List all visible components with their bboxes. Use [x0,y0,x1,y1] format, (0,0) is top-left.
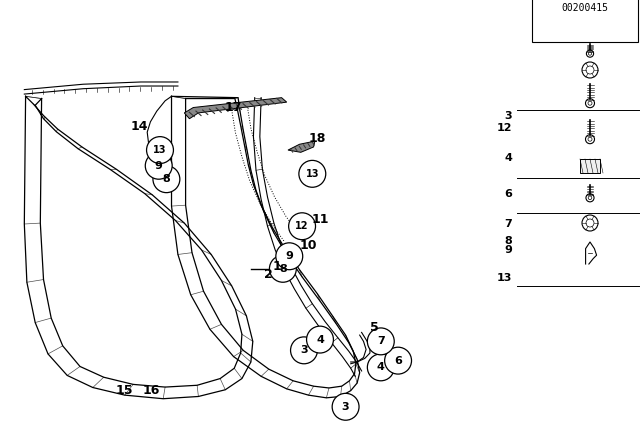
Text: 9: 9 [285,251,293,261]
Text: 1: 1 [272,259,281,273]
Text: 3: 3 [504,112,512,121]
Text: 9: 9 [155,161,163,171]
Text: 8: 8 [163,174,170,184]
Text: 3: 3 [300,345,308,355]
Circle shape [269,255,296,282]
Bar [580,159,600,173]
Circle shape [153,166,180,193]
Circle shape [307,326,333,353]
Text: 10: 10 [300,239,317,252]
Text: 7: 7 [504,219,512,229]
Circle shape [385,347,412,374]
Circle shape [145,152,172,179]
Circle shape [276,243,303,270]
Text: 6: 6 [394,356,402,366]
Polygon shape [184,98,287,119]
Text: 15: 15 [116,384,134,397]
Circle shape [367,354,394,381]
Text: 2: 2 [264,267,273,281]
Text: 14: 14 [131,120,148,133]
Circle shape [332,393,359,420]
Circle shape [289,213,316,240]
Text: 4: 4 [316,335,324,345]
Text: 16: 16 [143,384,161,397]
Text: 8: 8 [504,236,512,246]
Text: 12: 12 [497,123,512,133]
Text: 00200415: 00200415 [561,3,609,13]
Circle shape [367,328,394,355]
Text: 7: 7 [377,336,385,346]
Text: 4: 4 [504,153,512,163]
Text: 13: 13 [305,169,319,179]
Circle shape [147,137,173,164]
Text: 5: 5 [370,320,379,334]
Text: 17: 17 [225,101,243,114]
Polygon shape [540,18,635,30]
Text: 8: 8 [279,264,287,274]
Text: 11: 11 [311,213,329,226]
Circle shape [299,160,326,187]
Text: 13: 13 [153,145,167,155]
Text: 12: 12 [295,221,309,231]
Text: 3: 3 [342,402,349,412]
Text: 13: 13 [497,273,512,283]
Polygon shape [288,141,315,152]
Text: 4: 4 [377,362,385,372]
Circle shape [291,337,317,364]
Text: 18: 18 [308,132,326,146]
Text: 6: 6 [504,189,512,198]
Text: 9: 9 [504,245,512,255]
